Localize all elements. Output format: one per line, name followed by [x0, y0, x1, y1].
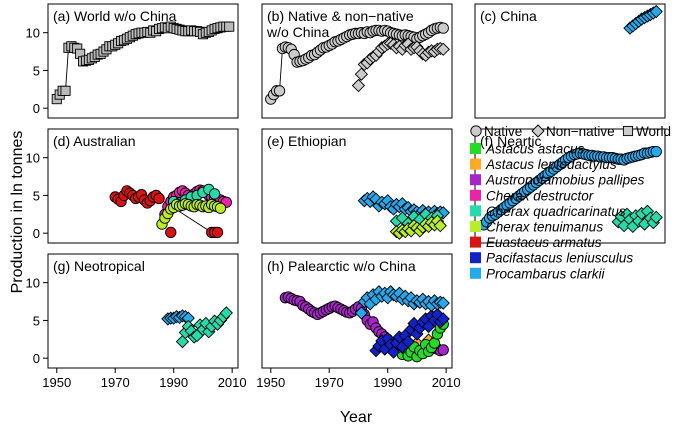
data-point [273, 85, 286, 97]
series [165, 226, 177, 239]
legend-swatch [470, 143, 481, 154]
series [351, 36, 450, 93]
legend-square-symbol [622, 125, 634, 137]
panel-6: (f) Neartic [474, 128, 666, 244]
panel-title: (g) Neotropical [53, 258, 145, 274]
data-point [401, 334, 415, 349]
legend-swatch [470, 189, 481, 201]
panel-title: (b) Native & non−native w/o China [266, 8, 414, 40]
panel-title: (c) China [480, 8, 537, 24]
legend-swatch [470, 267, 481, 279]
x-axis-label: Year [340, 409, 373, 426]
panel-3: (c) China [474, 3, 666, 119]
data-point [211, 226, 224, 239]
series [623, 4, 663, 35]
legend-marker-label: World [636, 124, 671, 139]
series [389, 214, 447, 240]
data-point [649, 4, 663, 19]
series [369, 307, 450, 359]
data-point [153, 192, 165, 205]
data-point [351, 78, 366, 93]
panel-title: (f) Neartic [480, 133, 541, 149]
panel-title: (d) Australian [53, 133, 135, 149]
x-tick-label: 2010 [218, 375, 247, 390]
x-tick-label: 1970 [315, 375, 344, 390]
y-axis-label: Production in ln tonnes [9, 131, 26, 294]
series [478, 145, 662, 231]
y-tick-label: 0 [33, 351, 40, 366]
data-point [354, 67, 369, 81]
data-point [60, 85, 71, 96]
data-point [214, 202, 227, 214]
data-point [650, 145, 662, 158]
panel-title: (a) World w/o China [53, 8, 177, 24]
panel-2: (b) Native & non−native w/o China [261, 3, 453, 119]
legend-swatch [470, 221, 481, 232]
data-point [437, 22, 449, 34]
series [156, 198, 227, 230]
legend-swatch [470, 236, 481, 248]
x-tick-label: 1950 [42, 375, 71, 390]
y-tick-label: 10 [26, 276, 40, 291]
series [175, 306, 233, 349]
series [265, 21, 449, 105]
panel-title: (e) Ethiopian [267, 133, 346, 149]
data-point [436, 42, 450, 56]
legend-species-label: Cherax destructor [486, 188, 594, 203]
legend-swatch [470, 252, 481, 264]
data-point [354, 306, 369, 320]
legend-species-label: Euastacus armatus [486, 235, 602, 250]
panel-title: (h) Palearctic w/o China [267, 258, 416, 274]
series [51, 21, 235, 105]
series [611, 204, 663, 234]
legend-circle-symbol [470, 125, 482, 137]
data-point [165, 226, 177, 239]
series [354, 285, 450, 320]
legend-species-label: Procambarus clarkii [486, 266, 606, 281]
y-tick-label: 5 [33, 188, 40, 203]
panel-8: (h) Palearctic w/o China 1950 1970 1990 2010 [256, 253, 461, 390]
legend-marker-label: Non−native [546, 124, 615, 139]
series [109, 185, 224, 239]
y-tick-label: 10 [26, 26, 40, 41]
x-tick-label: 1990 [159, 375, 188, 390]
legend: Native Non−native World Astacus astacusAsta… [470, 124, 671, 281]
panel-frame [47, 253, 239, 369]
legend-swatch [470, 174, 481, 186]
panel-5: (e) Ethiopian [261, 128, 453, 244]
legend-swatch [470, 205, 481, 217]
data-point [436, 312, 450, 326]
legend-species-label: Astacus astacus [485, 142, 585, 157]
y-tick-label: 0 [33, 226, 40, 241]
data-point [208, 188, 221, 200]
legend-swatch [470, 158, 481, 170]
panel-1: (a) World w/o China 0 5 10 [26, 3, 239, 119]
data-point [649, 210, 663, 224]
y-tick-label: 5 [33, 313, 40, 328]
x-tick-label: 1990 [373, 375, 402, 390]
y-tick-label: 10 [26, 151, 40, 166]
panel-7: (g) Neotropical 0 5 10 1950 1970 1990 2010 [26, 253, 247, 390]
data-point [219, 306, 233, 320]
legend-species-label: Pacifastacus leniusculus [486, 251, 633, 266]
legend-marker-label: Native [484, 124, 522, 139]
data-point [436, 296, 450, 310]
data-point [224, 21, 235, 32]
data-point [437, 344, 449, 356]
x-tick-label: 1950 [256, 375, 285, 390]
data-point [433, 218, 447, 233]
y-tick-label: 0 [33, 101, 40, 116]
legend-species-label: Cherax quadricarinatus [486, 204, 626, 219]
panels: (a) World w/o China 0 5 10 (b) Native & non−… [26, 3, 666, 390]
panel-4: (d) Australian 0 5 10 [26, 128, 239, 244]
x-tick-label: 2010 [432, 375, 461, 390]
y-tick-label: 5 [33, 63, 40, 78]
legend-species-label: Cherax tenuimanus [486, 220, 603, 235]
legend-species-label: Austropotamobius pallipes [485, 173, 645, 188]
legend-species-label: Astacus leptodactylus [485, 157, 617, 172]
legend-diamond-symbol [531, 124, 545, 138]
series [161, 309, 195, 326]
x-tick-label: 1970 [101, 375, 130, 390]
